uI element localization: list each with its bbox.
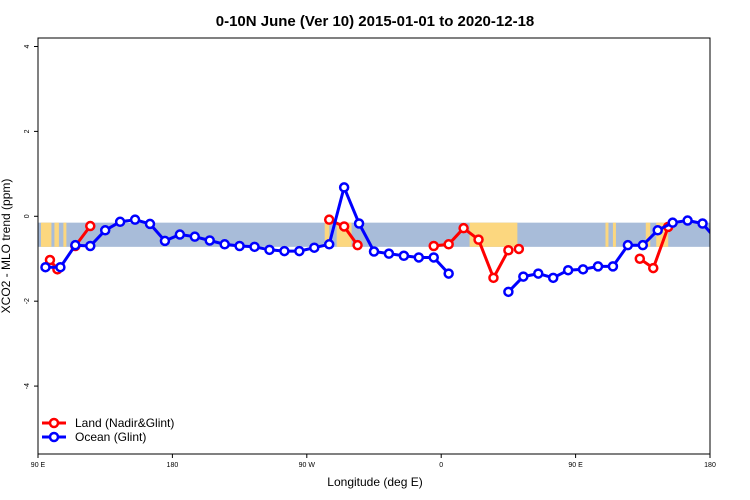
data-point (129, 214, 141, 225)
data-point (503, 286, 514, 298)
x-tick-label: 0 (439, 462, 443, 469)
data-point (622, 239, 634, 251)
land-patch (40, 222, 52, 247)
series-layer (40, 182, 736, 298)
data-point (294, 245, 305, 257)
data-point (607, 261, 619, 272)
land-patch (63, 222, 67, 247)
data-point (204, 235, 215, 246)
data-point (323, 239, 335, 250)
data-point (44, 254, 56, 266)
series-line (507, 219, 710, 293)
data-point (264, 244, 275, 256)
y-tick-label: -4 (24, 383, 31, 389)
ocean-band (38, 222, 710, 247)
data-point (713, 237, 721, 245)
data-point (443, 268, 454, 279)
data-point (413, 252, 425, 263)
data-point (592, 261, 604, 272)
legend-swatch-marker (48, 417, 60, 429)
y-tick-label: 4 (24, 44, 31, 48)
chart-title: 0-10N June (Ver 10) 2015-01-01 to 2020-1… (216, 13, 535, 30)
data-point (652, 225, 663, 236)
x-tick-label: 90 W (299, 462, 316, 469)
data-point (189, 231, 201, 242)
x-tick-label: 180 (167, 462, 179, 469)
data-point (353, 218, 365, 229)
data-point (398, 250, 410, 262)
data-point (234, 240, 245, 252)
legend-swatch-marker (48, 431, 60, 443)
data-point (338, 221, 350, 232)
x-tick-label: 90 E (31, 462, 46, 469)
data-point (99, 225, 111, 236)
data-point (682, 215, 693, 226)
legend-item: Ocean (Glint) (42, 430, 146, 444)
data-point (428, 252, 439, 263)
data-point (70, 239, 81, 251)
land-patch (324, 222, 330, 247)
land-patch (645, 222, 651, 247)
legend-item: Land (Nadir&Glint) (42, 416, 174, 430)
legend-label: Land (Nadir&Glint) (75, 416, 174, 430)
data-point (728, 238, 736, 246)
data-point (428, 240, 439, 252)
data-point (40, 261, 51, 273)
data-point (383, 248, 395, 259)
data-point (219, 239, 230, 250)
plot-frame (37, 37, 711, 455)
data-point (503, 244, 514, 256)
land-patch (54, 222, 59, 247)
series-line (45, 185, 450, 275)
data-point (473, 234, 484, 245)
data-point (144, 218, 156, 230)
x-axis: 90 E 180 90 W 0 90 E 180 (31, 454, 716, 469)
data-point (577, 264, 589, 275)
legend: Land (Nadir&Glint)Ocean (Glint) (42, 416, 174, 444)
data-point (697, 218, 708, 229)
data-point (323, 214, 335, 225)
y-tick-label: 2 (24, 129, 31, 133)
data-point (562, 264, 574, 276)
y-tick-label: -2 (24, 298, 31, 304)
data-point (309, 242, 320, 253)
data-point (352, 239, 363, 251)
data-point (55, 261, 66, 273)
data-point (249, 241, 260, 253)
data-point (368, 246, 380, 257)
data-point (174, 229, 186, 240)
y-axis: 4 2 0 -2 -4 (24, 44, 38, 389)
data-point (85, 240, 96, 252)
legend-label: Ocean (Glint) (75, 430, 146, 444)
data-point (667, 217, 678, 228)
data-point (518, 271, 529, 282)
y-tick-label: 0 (24, 214, 31, 218)
data-point (279, 245, 290, 257)
data-point (85, 220, 96, 232)
data-point (488, 272, 499, 284)
data-point (648, 262, 659, 274)
data-point (634, 253, 646, 264)
data-point (547, 272, 559, 284)
x-axis-title: Longitude (deg E) (327, 475, 422, 489)
x-tick-label: 180 (704, 462, 716, 469)
series-ocean (40, 182, 736, 298)
data-point (513, 243, 525, 255)
data-point (458, 222, 469, 234)
data-point (533, 268, 544, 279)
land-patch (605, 222, 609, 247)
x-tick-label: 90 E (568, 462, 583, 469)
data-point (114, 216, 126, 228)
data-point (637, 239, 649, 251)
data-point (443, 239, 454, 250)
data-point (159, 235, 171, 247)
latitude-band (38, 222, 710, 247)
data-point (338, 182, 350, 193)
y-axis-title: XCO2 - MLO trend (ppm) (0, 179, 13, 314)
land-patch (612, 222, 616, 247)
land-patch (656, 222, 669, 247)
